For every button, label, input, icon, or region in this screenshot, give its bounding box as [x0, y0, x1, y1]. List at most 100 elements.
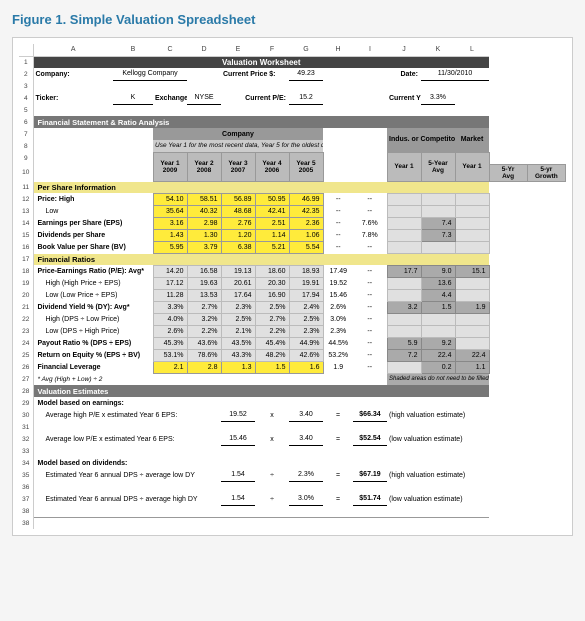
growth-cell: -- [353, 193, 387, 205]
section-fin-ratios: Financial Ratios [33, 253, 489, 265]
data-cell: 5.54 [289, 241, 323, 253]
comp-avg [421, 313, 455, 325]
data-row: 18Price-Earnings Ratio (P/E): Avg*14.201… [19, 265, 566, 277]
ticker-label: Ticker: [33, 92, 113, 104]
data-cell: 1.14 [255, 229, 289, 241]
data-cell: 2.98 [187, 217, 221, 229]
company-value: Kellogg Company [113, 68, 187, 80]
data-row: 23Low (DPS ÷ High Price)2.6%2.2%2.1%2.2%… [19, 325, 566, 337]
comp-y1: 3.2 [387, 301, 421, 313]
data-cell: 3.16 [153, 217, 187, 229]
data-cell: 43.3% [221, 349, 255, 361]
data-cell: 48.68 [221, 205, 255, 217]
group-company: Company [153, 128, 323, 140]
row-label: Dividend Yield % (DY): Avg* [33, 301, 153, 313]
data-cell: 17.12 [153, 277, 187, 289]
yield-value: 3.3% [421, 92, 455, 104]
col-mkty1: Year 1 [455, 152, 489, 181]
data-cell: 78.6% [187, 349, 221, 361]
est-result: $67.19 [353, 469, 387, 481]
row-label: Price: High [33, 193, 153, 205]
comp-avg: 22.4 [421, 349, 455, 361]
avg-cell: 44.5% [323, 337, 353, 349]
mkt-y1 [455, 193, 489, 205]
data-cell: 2.2% [187, 325, 221, 337]
data-cell: 3.3% [153, 301, 187, 313]
row-label: Book Value per Share (BV) [33, 241, 153, 253]
data-cell: 2.5% [221, 313, 255, 325]
est-note: (low valuation estimate) [387, 433, 489, 445]
row-label: Low [33, 205, 153, 217]
mkt-y1 [455, 217, 489, 229]
data-cell: 4.0% [153, 313, 187, 325]
comp-y1 [387, 205, 421, 217]
yield-label: Current Yield: [387, 92, 421, 104]
data-row: 15Dividends per Share1.431.301.201.141.0… [19, 229, 566, 241]
data-cell: 17.64 [221, 289, 255, 301]
group-indus: Indus. or Competitor [387, 128, 455, 152]
row-label: Payout Ratio % (DPS ÷ EPS) [33, 337, 153, 349]
estimate-row: 30 Average high P/E x estimated Year 6 E… [19, 409, 566, 421]
est-note: (high valuation estimate) [387, 409, 489, 421]
mkt-y1 [455, 289, 489, 301]
comp-avg: 0.2 [421, 361, 455, 373]
row-label: Earnings per Share (EPS) [33, 217, 153, 229]
avg-cell: -- [323, 241, 353, 253]
data-cell: 43.5% [221, 337, 255, 349]
est-label: Average high P/E x estimated Year 6 EPS: [33, 409, 221, 421]
col-compavg: 5-YearAvg [421, 152, 455, 181]
data-cell: 19.63 [187, 277, 221, 289]
col-compy1: Year 1 [387, 152, 421, 181]
comp-y1: 5.9 [387, 337, 421, 349]
comp-avg [421, 193, 455, 205]
data-row: 20Low (Low Price ÷ EPS)11.2813.5317.6416… [19, 289, 566, 301]
data-cell: 44.9% [289, 337, 323, 349]
comp-avg [421, 205, 455, 217]
est-eq: = [323, 433, 353, 445]
price-label: Current Price $: [221, 68, 289, 80]
growth-cell: -- [353, 289, 387, 301]
data-cell: 17.94 [289, 289, 323, 301]
col-5yrgrowth: 5-yrGrowth [527, 164, 565, 181]
data-cell: 2.3% [221, 301, 255, 313]
ticker-value: K [113, 92, 153, 104]
estimate-row: 35 Estimated Year 6 annual DPS ÷ average… [19, 469, 566, 481]
comp-y1 [387, 313, 421, 325]
mkt-y1: 1.9 [455, 301, 489, 313]
data-cell: 1.5 [255, 361, 289, 373]
data-row: 12Price: High54.1058.5156.8950.9546.99--… [19, 193, 566, 205]
est-a: 1.54 [221, 469, 255, 481]
growth-cell: -- [353, 349, 387, 361]
row-label: Low (DPS ÷ High Price) [33, 325, 153, 337]
comp-y1: 7.2 [387, 349, 421, 361]
est-result: $52.54 [353, 433, 387, 445]
mkt-y1 [455, 313, 489, 325]
data-cell: 20.30 [255, 277, 289, 289]
data-cell: 45.3% [153, 337, 187, 349]
avg-cell: 19.52 [323, 277, 353, 289]
data-cell: 16.58 [187, 265, 221, 277]
avg-cell: -- [323, 217, 353, 229]
data-cell: 43.6% [187, 337, 221, 349]
price-value: 49.23 [289, 68, 323, 80]
data-cell: 2.8 [187, 361, 221, 373]
est-result: $51.74 [353, 493, 387, 505]
row-label: Price-Earnings Ratio (P/E): Avg* [33, 265, 153, 277]
avg-cell: 2.3% [323, 325, 353, 337]
avg-cell: 2.6% [323, 301, 353, 313]
data-cell: 2.76 [221, 217, 255, 229]
comp-avg: 1.5 [421, 301, 455, 313]
comp-y1 [387, 217, 421, 229]
comp-avg [421, 241, 455, 253]
est-b: 3.40 [289, 409, 323, 421]
comp-y1 [387, 229, 421, 241]
comp-y1 [387, 361, 421, 373]
data-cell: 5.21 [255, 241, 289, 253]
data-cell: 2.7% [255, 313, 289, 325]
exchange-value: NYSE [187, 92, 221, 104]
data-cell: 2.51 [255, 217, 289, 229]
data-row: 24Payout Ratio % (DPS ÷ EPS)45.3%43.6%43… [19, 337, 566, 349]
est-label: Average low P/E x estimated Year 6 EPS: [33, 433, 221, 445]
mkt-y1: 15.1 [455, 265, 489, 277]
est-a: 15.46 [221, 433, 255, 445]
